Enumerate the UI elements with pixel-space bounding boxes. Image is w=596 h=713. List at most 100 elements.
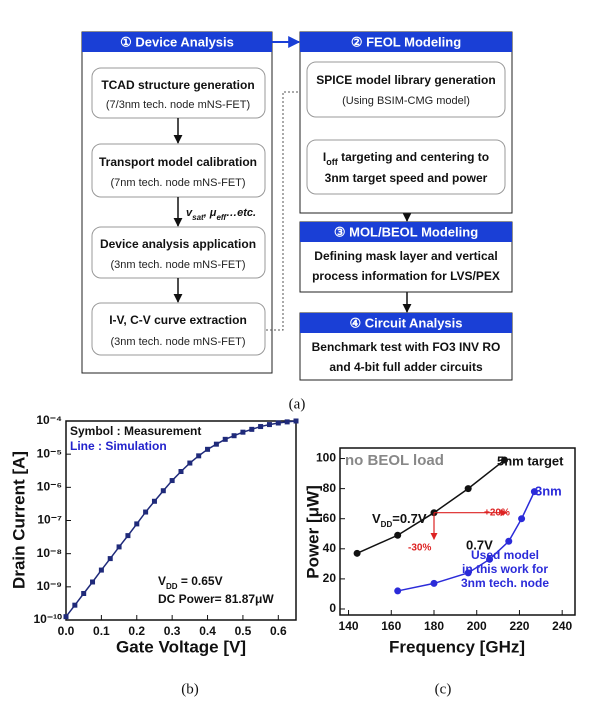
annotation: 3nm tech. node: [461, 576, 549, 590]
plot-frame: [339, 447, 576, 616]
caption: (b): [181, 681, 199, 697]
y-tick-label: 10⁻⁵: [37, 446, 62, 460]
point: [530, 488, 538, 496]
point: [394, 587, 402, 595]
point: [178, 469, 184, 475]
x-tick-label: 240: [552, 619, 572, 633]
annotation-part: = 0.65V: [178, 574, 223, 588]
y-tick-label: 10⁻⁹: [37, 579, 62, 593]
y-axis-label: Power [μW]: [303, 485, 322, 579]
annotation-sub: DD: [381, 520, 393, 529]
x-tick-label: 140: [339, 619, 359, 633]
point: [205, 446, 211, 452]
y-tick-label: 100: [316, 451, 336, 465]
section-title: ② FEOL Modeling: [351, 34, 461, 49]
step-text: (Using BSIM-CMG model): [342, 95, 470, 107]
step-text: Ioff targeting and centering to: [323, 150, 489, 167]
point: [353, 549, 361, 557]
section-header: [300, 313, 512, 333]
point: [249, 426, 255, 432]
y-tick-label: 10⁻⁴: [36, 413, 62, 427]
section-title: ③ MOL/BEOL Modeling: [334, 224, 478, 239]
annotation: Symbol : Measurement: [70, 424, 201, 438]
y-tick-label: 40: [323, 541, 337, 555]
point: [196, 453, 202, 459]
x-tick-label: 0.0: [58, 624, 75, 638]
point: [231, 433, 237, 439]
point: [464, 569, 472, 577]
annotation-part: V: [158, 574, 166, 588]
y-tick-label: 10⁻¹⁰: [34, 612, 63, 626]
y-tick-label: 0: [329, 601, 336, 615]
annotation: in this work for: [462, 562, 548, 576]
annotation: VDD = 0.65V: [158, 574, 223, 590]
step-box: [91, 143, 266, 198]
x-tick-label: 220: [509, 619, 529, 633]
point: [464, 485, 472, 493]
series-label: 5nm target: [497, 453, 564, 468]
step-sub: off: [326, 157, 338, 167]
step-part: targeting and centering to: [338, 150, 489, 164]
point: [240, 429, 246, 435]
y-tick-label: 20: [323, 571, 337, 585]
step-text: 3nm target speed and power: [325, 171, 488, 185]
point: [72, 602, 78, 608]
chart: 0.0 0.1 0.2 0.3 0.4 0.5 0.6 10⁻¹⁰ 10⁻⁹ 10⁻⁸ 10⁻⁷ 10…: [9, 413, 299, 656]
point: [107, 556, 113, 562]
section-text: process information for LVS/PEX: [312, 269, 500, 283]
point: [222, 436, 228, 442]
point: [63, 614, 69, 620]
x-tick-label: 0.2: [128, 624, 145, 638]
point: [486, 555, 494, 563]
step-text: SPICE model library generation: [316, 73, 495, 87]
step-box: [91, 302, 266, 356]
x-tick-label: 0.4: [199, 624, 216, 638]
point: [266, 422, 272, 428]
point: [518, 515, 526, 523]
section-text: Benchmark test with FO3 INV RO: [312, 340, 501, 354]
point: [81, 590, 87, 596]
section-text: and 4-bit full adder circuits: [329, 360, 483, 374]
annotation-part: =0.7V: [392, 511, 427, 526]
point: [430, 579, 438, 587]
y-tick-label: 10⁻⁶: [37, 480, 62, 494]
y-tick-label: 10⁻⁸: [37, 546, 62, 560]
step-text: Device analysis application: [100, 237, 256, 251]
point: [98, 567, 104, 573]
annotation: DC Power= 81.87μW: [158, 592, 274, 606]
section-header: [82, 32, 272, 52]
annotation: VDD=0.7V: [372, 511, 427, 528]
step-text: (3nm tech. node mNS-FET): [110, 336, 245, 348]
x-tick-label: 0.5: [235, 624, 252, 638]
step-text: (7/3nm tech. node mNS-FET): [106, 99, 250, 111]
annotation-sub: DD: [166, 582, 178, 591]
x-axis-label: Frequency [GHz]: [389, 637, 525, 656]
point: [151, 498, 157, 504]
caption: (a): [289, 396, 306, 412]
annotation-sub: sat: [192, 213, 204, 222]
section-text: Defining mask layer and vertical: [314, 249, 497, 263]
point: [134, 521, 140, 527]
caption: (c): [435, 681, 452, 697]
x-tick-label: 0.1: [93, 624, 110, 638]
step-text: I-V, C-V curve extraction: [109, 313, 247, 327]
x-tick-label: 180: [424, 619, 444, 633]
annotation: 0.7V: [466, 537, 493, 552]
point: [160, 488, 166, 494]
annotation-part: V: [372, 511, 381, 526]
point: [293, 418, 299, 424]
section-title: ① Device Analysis: [120, 34, 234, 49]
annotation: Used model: [471, 548, 539, 562]
chart: 140 160 180 200 220 240 0 20 40 60 80 100 Frequency …: [303, 447, 576, 656]
point: [501, 456, 508, 464]
y-axis-label: Drain Current [A]: [9, 451, 28, 589]
x-tick-label: 0.3: [164, 624, 181, 638]
step-box: [306, 61, 506, 118]
step-text: TCAD structure generation: [101, 78, 254, 92]
annotation: no BEOL load: [345, 452, 444, 469]
x-tick-label: 200: [467, 619, 487, 633]
step-part: I: [323, 150, 326, 164]
annotation-sub: eff: [216, 213, 227, 222]
x-tick-label: 0.6: [270, 624, 287, 638]
y-tick-label: 80: [323, 481, 337, 495]
